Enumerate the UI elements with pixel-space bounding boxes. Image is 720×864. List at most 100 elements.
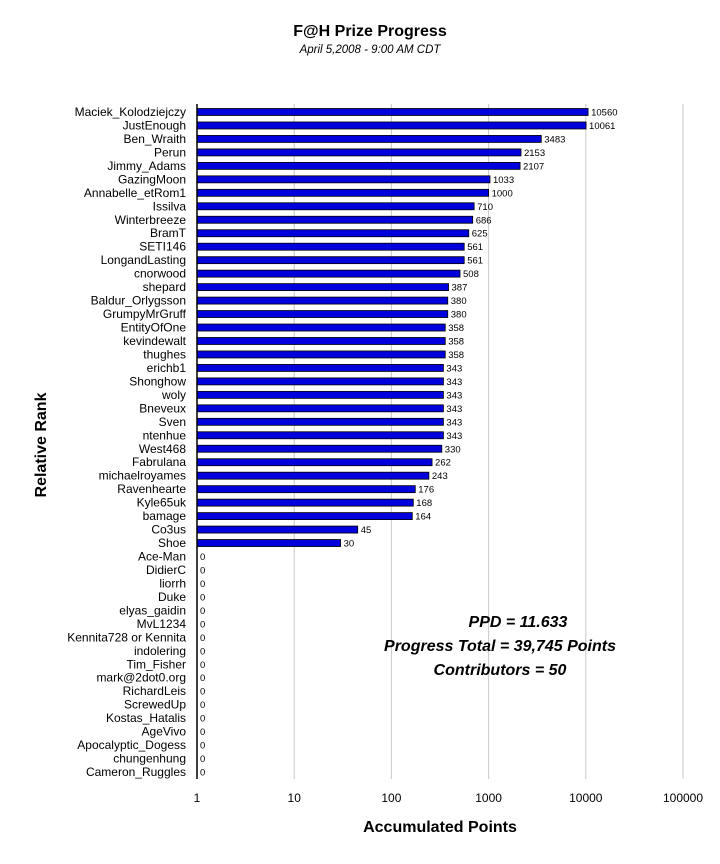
bar xyxy=(196,350,446,359)
category-label: indolering xyxy=(134,644,186,658)
value-label: 0 xyxy=(200,592,205,603)
x-axis-title: Accumulated Points xyxy=(363,819,517,836)
category-label: Issilva xyxy=(153,199,187,213)
category-label: MvL1234 xyxy=(137,617,187,631)
value-label: 330 xyxy=(445,444,461,455)
category-label: Perun xyxy=(154,145,186,159)
value-label: 0 xyxy=(200,619,205,630)
contributors-annotation: Contributors = 50 xyxy=(434,662,567,679)
value-label: 358 xyxy=(448,323,464,334)
value-label: 343 xyxy=(446,417,462,428)
value-label: 176 xyxy=(418,485,434,496)
bar xyxy=(196,390,444,399)
value-label: 0 xyxy=(200,579,205,590)
x-tick-label: 10 xyxy=(288,791,302,805)
bar xyxy=(196,229,470,238)
x-tick-label: 1000 xyxy=(475,791,502,805)
value-label: 358 xyxy=(448,336,464,347)
bar xyxy=(196,498,414,507)
bar xyxy=(196,337,446,345)
value-label: 0 xyxy=(200,768,205,779)
value-label: 0 xyxy=(200,660,205,671)
category-label: woly xyxy=(161,388,186,402)
category-label: liorrh xyxy=(159,576,186,590)
progress-total-annotation: Progress Total = 39,745 Points xyxy=(384,638,616,655)
value-label: 343 xyxy=(446,363,462,374)
value-label: 0 xyxy=(200,687,205,698)
category-label: Co3us xyxy=(151,523,186,537)
value-label: 380 xyxy=(451,310,467,321)
category-label: Sven xyxy=(159,415,186,429)
bar xyxy=(196,135,542,143)
category-label: Winterbreeze xyxy=(115,213,187,227)
bar xyxy=(196,310,449,318)
bar xyxy=(196,458,433,467)
value-label: 0 xyxy=(200,646,205,657)
bar xyxy=(196,215,474,224)
value-label: 2153 xyxy=(524,148,545,159)
value-label: 0 xyxy=(200,633,205,644)
category-label: Annabelle_etRom1 xyxy=(84,186,186,200)
category-label: Apocalyptic_Dogess xyxy=(77,738,186,752)
category-label: ntenhue xyxy=(143,428,187,442)
bar xyxy=(196,377,444,386)
bar xyxy=(196,512,413,520)
value-label: 0 xyxy=(200,754,205,765)
category-label: Tim_Fisher xyxy=(126,657,186,671)
y-axis-title: Relative Rank xyxy=(33,392,50,497)
value-label: 710 xyxy=(477,202,493,213)
value-label: 168 xyxy=(416,498,432,509)
category-label: BramT xyxy=(150,226,187,240)
category-label: shepard xyxy=(143,280,186,294)
category-label: Cameron_Ruggles xyxy=(86,765,186,779)
value-label: 1000 xyxy=(492,188,513,199)
x-tick-label: 100 xyxy=(381,791,401,805)
bar xyxy=(196,539,341,547)
category-label: GrumpyMrGruff xyxy=(103,307,187,321)
chart-title: F@H Prize Progress xyxy=(293,23,447,40)
category-label: AgeVivo xyxy=(142,725,187,739)
value-label: 343 xyxy=(446,377,462,388)
category-label: Baldur_Orlygsson xyxy=(91,294,186,308)
bar xyxy=(196,256,465,265)
value-label: 0 xyxy=(200,727,205,738)
bar xyxy=(196,121,587,130)
value-label: 358 xyxy=(448,350,464,361)
category-label: ScrewedUp xyxy=(124,698,186,712)
category-label: elyas_gaidin xyxy=(119,603,186,617)
category-label: Ben_Wraith xyxy=(124,132,186,146)
value-label: 380 xyxy=(451,296,467,307)
value-label: 686 xyxy=(476,215,492,226)
bar xyxy=(196,269,461,278)
value-label: 10061 xyxy=(589,121,615,132)
bar xyxy=(196,431,444,440)
value-label: 343 xyxy=(446,404,462,415)
value-label: 0 xyxy=(200,741,205,752)
bar xyxy=(196,108,589,116)
value-label: 3483 xyxy=(544,134,565,145)
value-label: 30 xyxy=(344,539,355,550)
category-label: Kostas_Hatalis xyxy=(106,711,186,725)
bar xyxy=(196,525,359,534)
value-label: 561 xyxy=(467,242,483,253)
bar xyxy=(196,296,449,305)
value-label: 10560 xyxy=(591,108,617,119)
value-label: 45 xyxy=(361,525,372,536)
x-tick-label: 10000 xyxy=(569,791,603,805)
category-label: Kennita728 or Kennita xyxy=(67,630,186,644)
category-label: Jimmy_Adams xyxy=(107,159,186,173)
category-label: chungenhung xyxy=(113,752,186,766)
value-label: 0 xyxy=(200,565,205,576)
category-label: michaelroyames xyxy=(99,469,186,483)
category-label: thughes xyxy=(143,347,186,361)
category-label: DidierC xyxy=(146,563,186,577)
bar xyxy=(196,444,443,453)
category-label: Maciek_Kolodziejczy xyxy=(75,105,186,119)
bar xyxy=(196,188,490,197)
bar-series xyxy=(196,108,589,547)
bar xyxy=(196,417,444,426)
category-label: SETI146 xyxy=(139,240,186,254)
category-label: Kyle65uk xyxy=(137,496,187,510)
x-tick-labels: 1 10 100 1000 10000 100000 xyxy=(194,791,704,805)
x-tick-label: 1 xyxy=(194,791,201,805)
